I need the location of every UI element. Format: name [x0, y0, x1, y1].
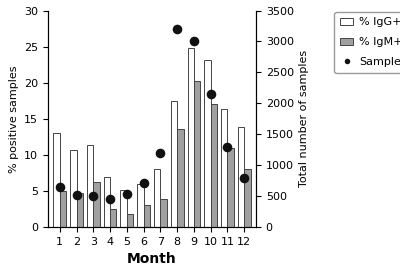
Bar	[87, 145, 93, 227]
Bar	[70, 150, 76, 227]
Bar	[238, 128, 244, 227]
Bar	[244, 169, 251, 227]
Bar	[154, 169, 160, 227]
Point	[208, 92, 214, 96]
Bar	[211, 104, 217, 227]
Bar	[204, 60, 211, 227]
Bar	[137, 184, 144, 227]
Bar	[228, 148, 234, 227]
Point	[241, 176, 248, 180]
Bar	[127, 214, 133, 227]
Point	[140, 180, 147, 185]
X-axis label: Month: Month	[127, 252, 177, 264]
Bar	[221, 109, 228, 227]
Bar	[120, 190, 127, 227]
Y-axis label: Total number of samples: Total number of samples	[300, 50, 310, 187]
Bar	[160, 199, 167, 227]
Point	[157, 151, 164, 155]
Point	[90, 194, 96, 198]
Bar	[171, 101, 177, 227]
Point	[224, 144, 231, 149]
Y-axis label: % positive samples: % positive samples	[8, 65, 18, 173]
Point	[191, 39, 197, 44]
Point	[124, 192, 130, 196]
Point	[73, 193, 80, 197]
Bar	[188, 48, 194, 227]
Bar	[60, 191, 66, 227]
Bar	[76, 193, 83, 227]
Bar	[93, 182, 100, 227]
Bar	[194, 81, 200, 227]
Bar	[177, 129, 184, 227]
Bar	[110, 209, 116, 227]
Bar	[53, 133, 60, 227]
Bar	[144, 205, 150, 227]
Point	[56, 185, 63, 189]
Point	[107, 197, 113, 201]
Point	[174, 27, 180, 31]
Legend: % IgG+, % IgM+, Samples: % IgG+, % IgM+, Samples	[334, 12, 400, 73]
Bar	[104, 177, 110, 227]
